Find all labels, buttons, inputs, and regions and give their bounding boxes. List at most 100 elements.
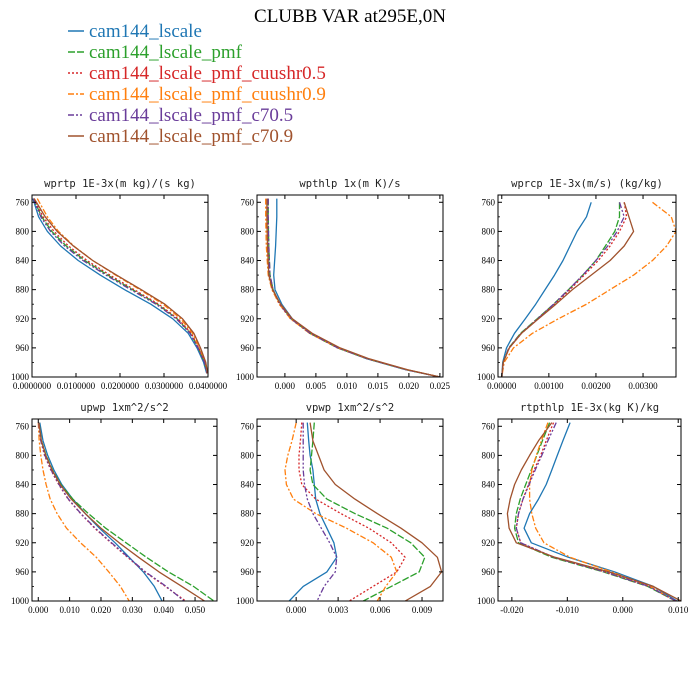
x-tick-label: 0.0100000 (57, 381, 96, 391)
series-line-cam144-lscale-pmf (501, 202, 621, 377)
series-group (284, 422, 443, 601)
y-tick-label: 800 (241, 226, 255, 236)
series-group (506, 422, 681, 601)
legend-label: cam144_lscale_pmf_c70.9 (89, 126, 293, 147)
legend-item: cam144_lscale_pmf_c70.9 (68, 126, 293, 147)
panels: wprtp 1E-3x(m kg)/(s kg) 760 800 840 880 920 9… (11, 178, 689, 615)
y-tick-label: 1000 (477, 372, 496, 382)
x-tick-label: -0.020 (500, 605, 524, 615)
y-tick-label: 920 (482, 538, 496, 548)
series-line-cam144-lscale-pmf-cuushr0-9 (501, 201, 676, 377)
y-tick-label: 760 (241, 421, 255, 431)
x-tick-label: 0.0400000 (189, 381, 228, 391)
chart-panel: rtpthlp 1E-3x(kg K)/kg 760 800 840 880 920 960… (477, 402, 689, 615)
x-tick-label: 0.010 (668, 605, 689, 615)
x-tick-label: 0.010 (60, 605, 81, 615)
x-tick-label: 0.025 (430, 381, 451, 391)
series-line-cam144-lscale (501, 202, 592, 377)
series-line-cam144-lscale-pmf-cuushr0-9 (284, 422, 398, 601)
legend: cam144_lscalecam144_lscale_pmfcam144_lsc… (68, 21, 326, 147)
panel-title: upwp 1xm^2/s^2 (80, 402, 169, 414)
y-tick-label: 840 (482, 480, 496, 490)
y-tick-label: 1000 (11, 596, 30, 606)
series-group (265, 198, 441, 377)
y-tick-label: 760 (482, 421, 496, 431)
legend-item: cam144_lscale_pmf_cuushr0.5 (68, 63, 326, 84)
y-tick-label: 960 (16, 567, 30, 577)
y-tick-label: 800 (482, 450, 496, 460)
series-line-cam144-lscale-pmf-cuushr0-9 (36, 198, 208, 374)
legend-label: cam144_lscale_pmf_cuushr0.9 (89, 84, 326, 105)
y-tick-label: 880 (16, 285, 30, 295)
y-tick-label: 920 (16, 314, 30, 324)
y-tick-label: 960 (482, 343, 496, 353)
x-tick-label: 0.0200000 (101, 381, 140, 391)
series-line-cam144-lscale-pmf-c70-9 (266, 198, 441, 377)
series-line-cam144-lscale-pmf-c70-9 (501, 202, 635, 377)
y-tick-label: 840 (241, 480, 255, 490)
y-tick-label: 800 (241, 450, 255, 460)
y-tick-label: 960 (482, 567, 496, 577)
y-tick-label: 840 (16, 480, 30, 490)
y-tick-label: 880 (482, 285, 496, 295)
x-tick-label: 0.010 (337, 381, 358, 391)
y-tick-label: 1000 (477, 596, 496, 606)
series-line-cam144-lscale-pmf-cuushr0-9 (37, 422, 130, 601)
plot-frame (497, 194, 677, 378)
y-tick-label: 760 (482, 197, 496, 207)
legend-item: cam144_lscale_pmf_c70.5 (68, 105, 293, 126)
series-line-cam144-lscale-pmf-c70-5 (267, 198, 441, 377)
figure-title: CLUBB VAR at295E,0N (254, 6, 446, 27)
y-tick-label: 880 (241, 509, 255, 519)
x-tick-label: -0.010 (556, 605, 580, 615)
panel-title: rtpthlp 1E-3x(kg K)/kg (520, 402, 659, 414)
series-line-cam144-lscale-pmf-c70-9 (506, 422, 681, 601)
series-line-cam144-lscale-pmf-c70-5 (37, 422, 185, 601)
series-line-cam144-lscale-pmf-c70-5 (302, 422, 338, 601)
x-tick-label: 0.0000000 (13, 381, 52, 391)
series-line-cam144-lscale-pmf-c70-5 (32, 198, 208, 374)
x-tick-label: 0.020 (399, 381, 420, 391)
panel-title: wpthlp 1x(m K)/s (299, 178, 400, 190)
legend-label: cam144_lscale_pmf_c70.5 (89, 105, 293, 126)
y-tick-label: 920 (241, 314, 255, 324)
series-group (37, 422, 215, 601)
legend-label: cam144_lscale_pmf_cuushr0.5 (89, 63, 326, 84)
series-line-cam144-lscale (523, 422, 678, 601)
y-tick-label: 960 (241, 343, 255, 353)
x-tick-label: 0.00300 (628, 381, 658, 391)
x-tick-label: 0.000 (275, 381, 296, 391)
y-tick-label: 920 (16, 538, 30, 548)
panel-title: vpwp 1xm^2/s^2 (306, 402, 395, 414)
series-line-cam144-lscale (288, 422, 338, 601)
y-tick-label: 880 (16, 509, 30, 519)
y-tick-label: 960 (241, 567, 255, 577)
y-tick-label: 840 (482, 256, 496, 266)
x-tick-label: 0.003 (328, 605, 349, 615)
y-tick-label: 840 (241, 256, 255, 266)
series-group (501, 201, 676, 377)
plot-frame (31, 418, 218, 602)
chart-panel: upwp 1xm^2/s^2 760 800 840 880 920 960 10000.00… (11, 402, 218, 615)
chart-panel: wpthlp 1x(m K)/s 760 800 840 880 920 960 1000 0.… (236, 178, 451, 391)
y-tick-label: 1000 (236, 372, 255, 382)
plot-frame (256, 194, 444, 378)
x-tick-label: 0.00000 (487, 381, 517, 391)
x-tick-label: 0.000 (613, 605, 634, 615)
x-tick-label: 0.000 (28, 605, 49, 615)
y-tick-label: 800 (16, 226, 30, 236)
series-line-cam144-lscale-pmf-c70-5 (515, 422, 677, 601)
y-tick-label: 760 (241, 197, 255, 207)
x-tick-label: 0.050 (185, 605, 206, 615)
panel-title: wprcp 1E-3x(m/s) (kg/kg) (511, 178, 663, 190)
x-tick-label: 0.000 (286, 605, 307, 615)
series-line-cam144-lscale-pmf-c70-9 (38, 422, 205, 601)
x-tick-label: 0.006 (370, 605, 391, 615)
chart-panel: vpwp 1xm^2/s^2 760 800 840 880 920 960 1000 0.00… (236, 402, 444, 615)
y-tick-label: 1000 (11, 372, 30, 382)
x-tick-label: 0.009 (412, 605, 433, 615)
x-tick-label: 0.00200 (581, 381, 611, 391)
plot-frame (256, 418, 444, 602)
y-tick-label: 880 (482, 509, 496, 519)
